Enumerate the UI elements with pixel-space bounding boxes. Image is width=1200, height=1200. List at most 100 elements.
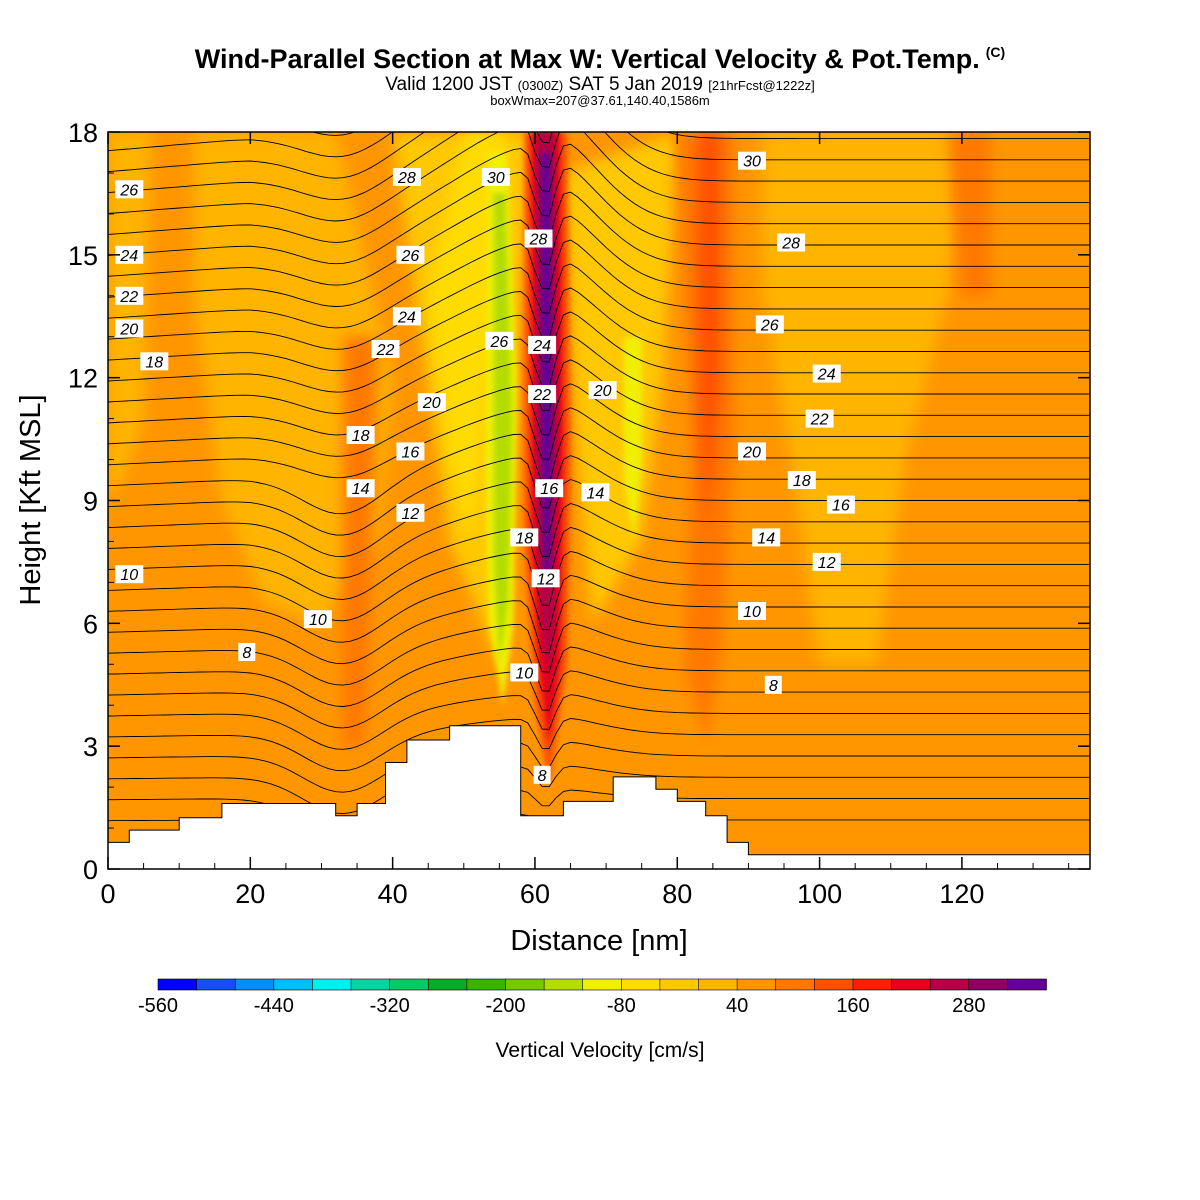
y-axis-label: Height [Kft MSL] [15, 394, 47, 605]
theta-contour-line [108, 694, 1090, 750]
theta-label-text: 26 [401, 248, 420, 265]
theta-label-text: 28 [781, 236, 800, 253]
theta-label: 22 [371, 340, 400, 359]
theta-contour-line [108, 765, 1090, 815]
theta-label-box [481, 168, 510, 186]
colorbar-tick-label: -200 [485, 995, 525, 1017]
theta-label-text: 22 [810, 412, 829, 429]
theta-contour-line [108, 407, 1090, 479]
theta-label-text: 22 [119, 289, 138, 306]
theta-contour-line [108, 239, 1090, 329]
theta-label-text: 12 [818, 555, 836, 572]
theta-contour-line [108, 383, 1090, 457]
theta-label: 8 [238, 643, 256, 662]
x-axis-label: Distance [nm] [510, 925, 687, 957]
colorbar-label: Vertical Velocity [cm/s] [496, 1039, 705, 1062]
theta-contour-line [108, 718, 1090, 772]
theta-contour-line [108, 132, 1090, 179]
colorbar-tick-label: 160 [836, 995, 869, 1017]
theta-label-box [485, 331, 514, 350]
theta-contour-line [108, 143, 1090, 243]
theta-label-text: 14 [352, 481, 370, 498]
theta-label: 18 [510, 528, 539, 547]
theta-label: 8 [764, 675, 782, 695]
theta-label-box [115, 245, 144, 264]
theta-label-text: 22 [532, 387, 551, 404]
theta-label: 8 [533, 765, 551, 785]
theta-label-box [805, 409, 834, 428]
theta-label-text: 22 [376, 342, 395, 359]
y-tick-label: 15 [68, 241, 98, 271]
theta-label-box [738, 151, 766, 170]
theta-label: 14 [581, 483, 610, 502]
theta-contour-line [108, 215, 1090, 307]
colorbar-swatch [427, 978, 468, 991]
theta-label-box [346, 479, 375, 498]
y-tick-label: 12 [68, 364, 98, 394]
colorbar-swatch [814, 978, 854, 991]
colorbar-swatch [196, 978, 237, 991]
chart-boxwmax: boxWmax=207@37.61,140.40,1586m [490, 93, 710, 108]
theta-label-box [392, 168, 421, 186]
theta-label: 26 [115, 180, 144, 199]
theta-label-text: 14 [587, 485, 605, 502]
theta-label: 16 [396, 442, 425, 461]
theta-contour-line [108, 622, 1090, 686]
theta-label: 18 [787, 471, 816, 490]
theta-label-box [787, 471, 816, 489]
theta-label: 18 [140, 352, 169, 371]
field-weak-east [762, 132, 962, 665]
theta-label: 20 [115, 319, 144, 339]
theta-label-text: 24 [532, 338, 551, 355]
theta-contour-line [108, 455, 1090, 536]
theta-label: 16 [826, 495, 855, 515]
theta-contour-line [108, 167, 1090, 265]
theta-contour-line [108, 132, 1090, 222]
theta-label-box [812, 552, 841, 571]
colorbar-tick-label: 40 [726, 995, 748, 1017]
colorbar-tick-label: 280 [952, 995, 985, 1017]
colorbar-swatch [234, 978, 275, 991]
colorbar-swatch [1007, 978, 1047, 991]
terrain-mask [107, 725, 1091, 870]
theta-label-box [346, 426, 375, 444]
theta-label-text: 28 [529, 232, 548, 249]
y-tick-label: 9 [83, 487, 98, 517]
theta-label: 24 [392, 307, 421, 326]
x-tick-label: 0 [100, 879, 115, 909]
x-tick-label: 80 [662, 879, 692, 909]
colorbar-swatch [736, 978, 777, 991]
colorbar-swatch [505, 978, 545, 991]
colorbar-swatch [891, 978, 931, 991]
theta-label: 10 [510, 663, 539, 683]
theta-label-text: 24 [119, 248, 138, 265]
theta-contour-line [108, 132, 1090, 158]
theta-label-box [417, 393, 446, 412]
theta-contour-line [311, 132, 356, 136]
theta-label: 20 [417, 393, 446, 412]
colorbar-swatch [157, 978, 198, 991]
theta-label-text: 26 [490, 334, 509, 351]
theta-label-text: 8 [538, 768, 547, 785]
downdraft-core [493, 193, 513, 665]
theta-contour-line [108, 132, 1090, 201]
theta-label: 10 [303, 610, 332, 629]
theta-contour-line [108, 550, 1090, 622]
colorbar-swatch [659, 978, 700, 991]
y-axis: 0 3 6 9 12 15 18 [68, 118, 1090, 885]
theta-label-text: 16 [832, 498, 850, 515]
colorbar-tick-label: -560 [138, 995, 178, 1017]
theta-label-text: 8 [242, 645, 251, 662]
colorbar-swatch [466, 978, 507, 991]
theta-label: 22 [115, 286, 144, 306]
theta-label-box [238, 643, 256, 661]
x-tick-label: 120 [939, 879, 984, 909]
theta-label: 28 [392, 168, 421, 187]
theta-label-text: 20 [593, 383, 612, 400]
theta-contours [108, 132, 1090, 857]
theta-label-text: 12 [537, 571, 555, 588]
theta-label: 28 [777, 233, 806, 253]
x-tick-label: 100 [797, 879, 842, 909]
colorbar-swatch [968, 978, 1009, 991]
theta-label-text: 18 [515, 530, 533, 547]
